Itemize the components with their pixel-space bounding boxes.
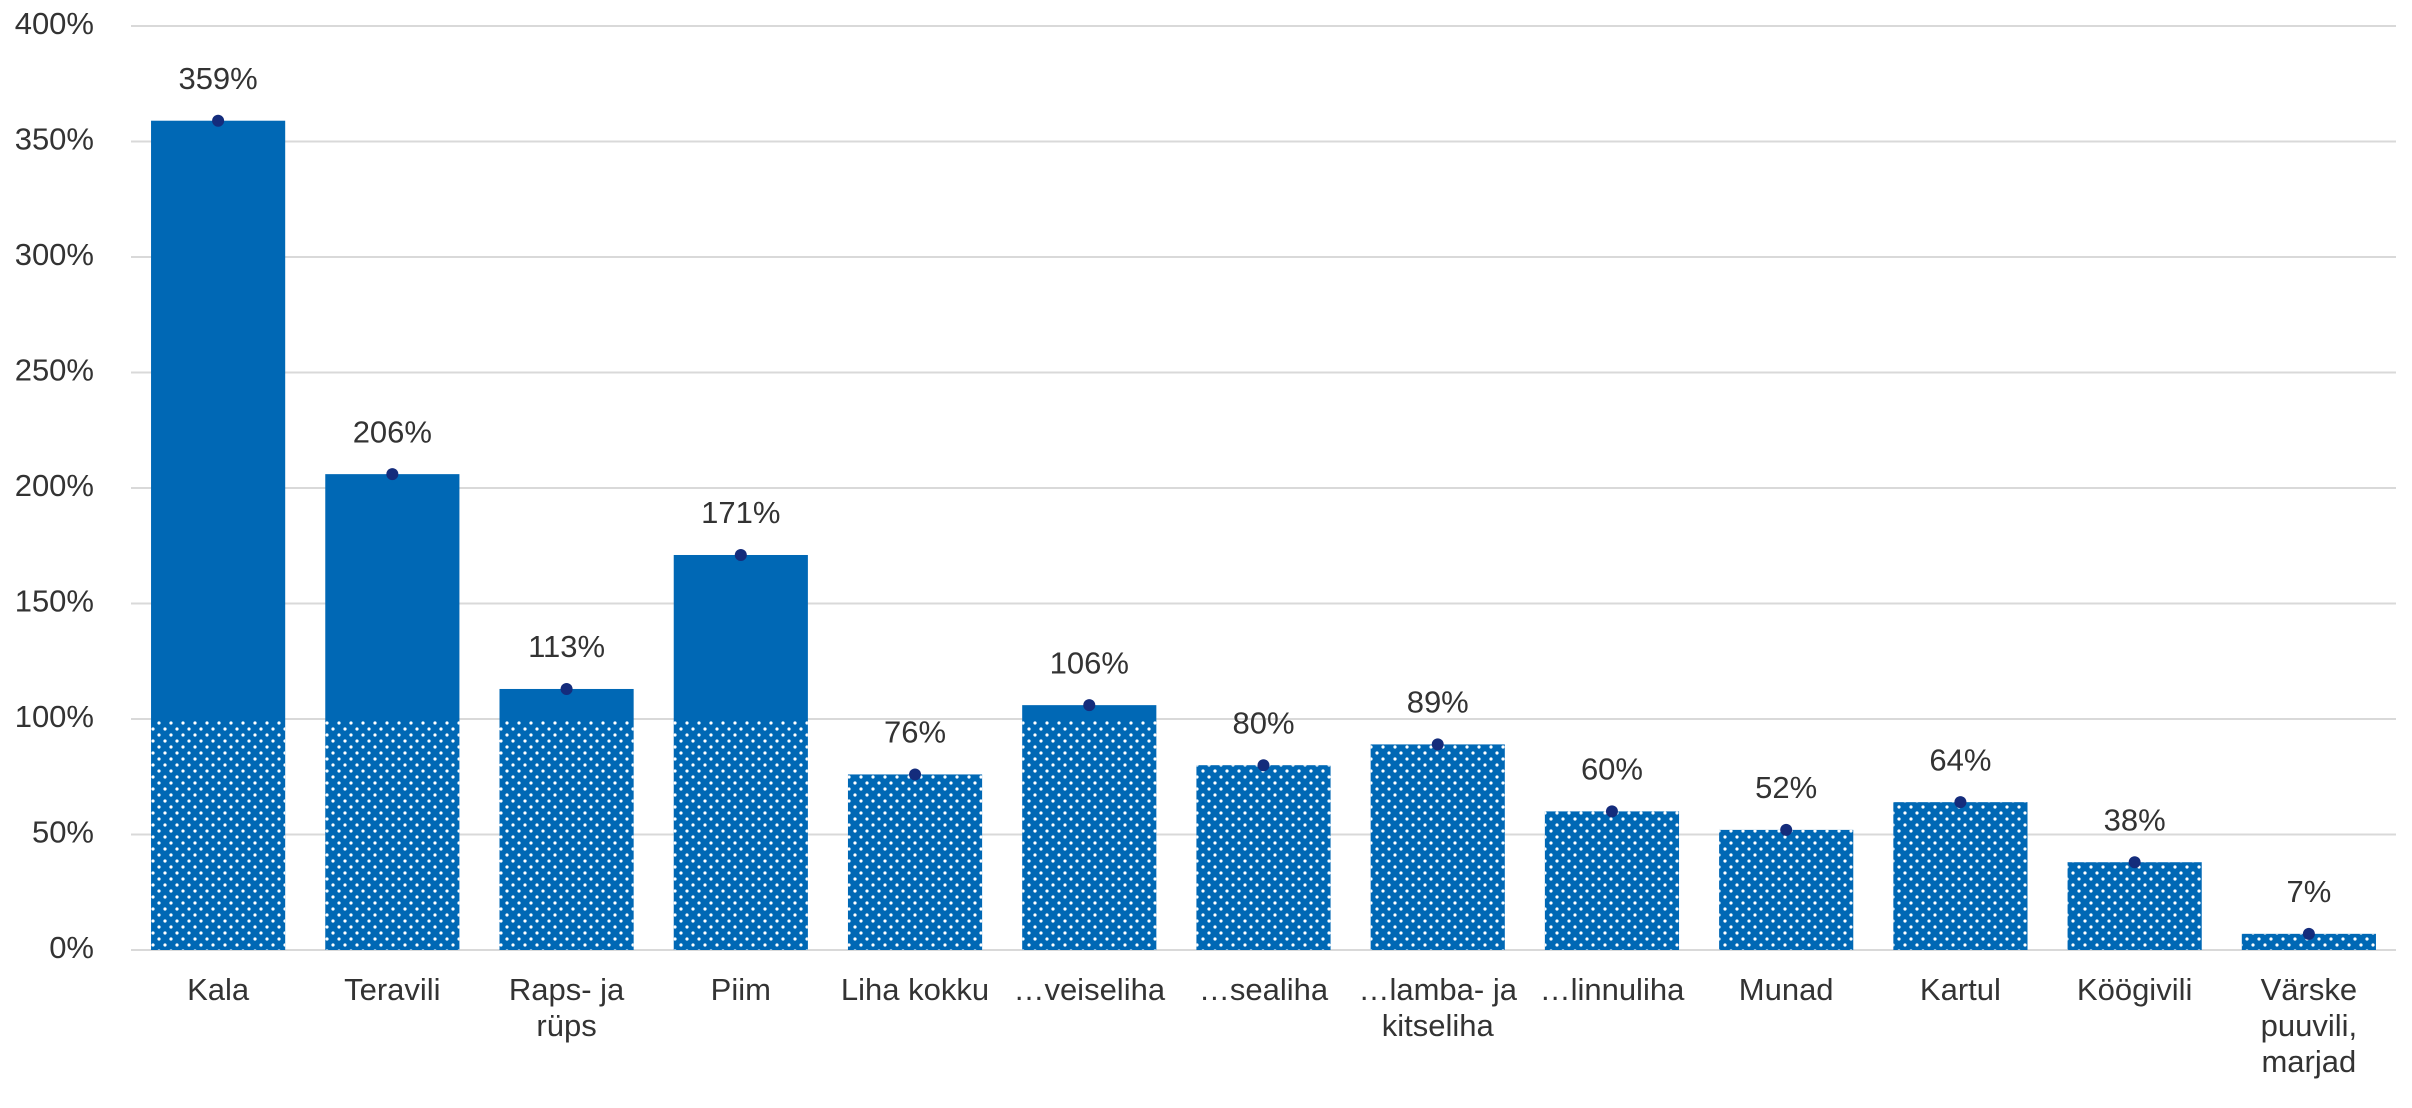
bar-pattern xyxy=(2241,933,2376,950)
bar-pattern xyxy=(847,774,983,950)
x-tick-label-box: …linnuliha xyxy=(1539,972,1685,1007)
bar-pattern xyxy=(1544,811,1680,950)
data-label: 38% xyxy=(2104,802,2166,837)
point-marker xyxy=(1780,823,1793,836)
point-marker xyxy=(734,548,747,561)
point-marker xyxy=(1954,796,1967,809)
bar-pattern xyxy=(499,719,634,950)
data-label: 52% xyxy=(1755,770,1817,805)
point-marker xyxy=(1605,805,1618,818)
x-tick-label: Piim xyxy=(710,972,771,1007)
data-label: 80% xyxy=(1232,705,1294,740)
x-tick-label-box: Köögivili xyxy=(2076,972,2193,1007)
x-tick-label: Munad xyxy=(1738,972,1834,1007)
y-tick-label: 300% xyxy=(15,237,94,272)
data-label: 89% xyxy=(1407,685,1469,720)
x-tick-label: …sealiha xyxy=(1198,972,1329,1007)
bar-pattern xyxy=(151,719,286,950)
x-tick-label: Värske puuvili, marjad xyxy=(2260,972,2358,1079)
data-label: 359% xyxy=(178,61,257,96)
data-label: 76% xyxy=(884,715,946,750)
x-tick-label-box: Liha kokku xyxy=(840,972,990,1007)
y-tick-label: 0% xyxy=(49,930,94,965)
x-tick-label-box: …sealiha xyxy=(1198,972,1329,1007)
point-marker xyxy=(2128,856,2141,869)
bar-pattern xyxy=(1022,719,1157,950)
data-label: 206% xyxy=(353,414,432,449)
x-tick-label-box: Piim xyxy=(710,972,771,1007)
y-tick-label: 200% xyxy=(15,468,94,503)
bar-pattern xyxy=(1370,744,1505,950)
y-tick-label: 150% xyxy=(15,584,94,619)
bar-pattern xyxy=(325,719,460,950)
data-label: 64% xyxy=(1929,742,1991,777)
point-marker xyxy=(909,768,922,781)
point-marker xyxy=(560,682,573,695)
x-tick-label: Kala xyxy=(187,972,250,1007)
y-tick-label: 400% xyxy=(15,6,94,41)
y-tick-label: 50% xyxy=(32,815,94,850)
point-marker xyxy=(1257,759,1270,772)
y-tick-label: 250% xyxy=(15,353,94,388)
bar-pattern xyxy=(673,719,808,950)
x-tick-label-box: Munad xyxy=(1738,972,1834,1007)
bar-pattern xyxy=(1893,802,2028,950)
x-tick-label-box: …veiseliha xyxy=(1013,972,1166,1007)
point-marker xyxy=(386,468,399,481)
point-marker xyxy=(1431,738,1444,751)
bar-pattern xyxy=(1719,829,1854,950)
data-label: 7% xyxy=(2286,874,2331,909)
x-tick-label: Köögivili xyxy=(2076,972,2193,1007)
x-tick-label: …linnuliha xyxy=(1539,972,1685,1007)
x-tick-label: Teravili xyxy=(344,972,441,1007)
x-tick-label-box: Teravili xyxy=(344,972,441,1007)
point-marker xyxy=(212,114,225,127)
x-tick-label: Raps- ja rüps xyxy=(508,972,625,1043)
y-tick-label: 100% xyxy=(15,699,94,734)
x-tick-label-box: …lamba- ja kitseliha xyxy=(1358,972,1517,1043)
x-tick-label: …veiseliha xyxy=(1013,972,1166,1007)
data-label: 60% xyxy=(1581,752,1643,787)
bar-pattern xyxy=(1196,765,1331,950)
bar-pattern xyxy=(2067,862,2202,950)
data-label: 106% xyxy=(1050,645,1129,680)
point-marker xyxy=(1083,699,1096,712)
x-tick-label: Liha kokku xyxy=(840,972,990,1007)
y-tick-label: 350% xyxy=(15,122,94,157)
x-tick-label-box: Kartul xyxy=(1919,972,2001,1007)
x-tick-label-box: Kala xyxy=(187,972,250,1007)
data-label: 171% xyxy=(701,495,780,530)
x-tick-label-box: Raps- ja rüps xyxy=(508,972,625,1043)
x-tick-label: …lamba- ja kitseliha xyxy=(1358,972,1517,1043)
point-marker xyxy=(2302,927,2315,940)
x-tick-label: Kartul xyxy=(1919,972,2001,1007)
x-tick-label-box: Värske puuvili, marjad xyxy=(2260,972,2358,1079)
data-label: 113% xyxy=(528,629,605,664)
